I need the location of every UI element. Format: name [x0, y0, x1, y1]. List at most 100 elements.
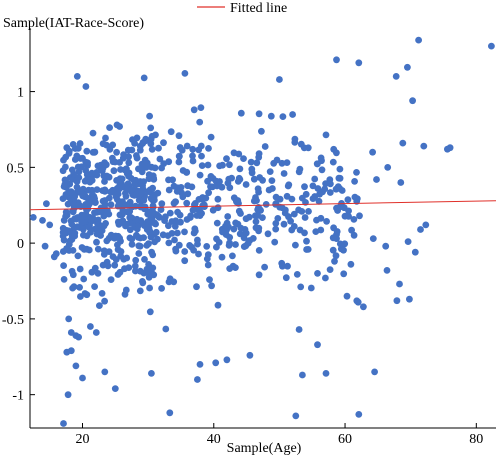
data-point — [124, 208, 131, 216]
data-point — [148, 146, 156, 153]
data-point — [74, 163, 82, 171]
data-point — [189, 157, 197, 165]
data-point — [72, 362, 80, 370]
data-point — [71, 232, 79, 240]
data-point — [284, 182, 292, 190]
data-point — [60, 183, 68, 190]
data-point — [232, 264, 239, 271]
data-point — [242, 181, 250, 188]
data-point — [223, 155, 230, 163]
data-point — [100, 247, 108, 255]
data-point — [151, 238, 159, 246]
data-point — [107, 276, 115, 283]
data-point — [190, 106, 198, 114]
data-point — [248, 169, 256, 177]
data-point — [207, 173, 215, 180]
data-point — [355, 411, 363, 418]
x-tick-label: 20 — [76, 432, 90, 447]
data-point — [123, 167, 130, 175]
data-point — [225, 242, 233, 249]
data-point — [73, 223, 81, 231]
data-point — [89, 148, 97, 156]
data-point — [314, 270, 321, 277]
data-point — [83, 194, 91, 202]
data-point — [50, 253, 58, 261]
data-point — [240, 155, 247, 163]
data-point — [74, 144, 82, 152]
data-point — [411, 248, 419, 256]
data-point — [276, 195, 284, 203]
data-point — [147, 140, 155, 148]
data-point — [207, 183, 214, 191]
data-point — [278, 159, 286, 167]
data-point — [99, 164, 107, 172]
data-point — [190, 246, 198, 254]
data-point — [139, 278, 146, 285]
data-point — [329, 158, 337, 166]
data-point — [241, 226, 249, 233]
data-point — [235, 150, 243, 158]
data-point — [88, 268, 96, 276]
data-point — [272, 201, 279, 208]
data-point — [99, 261, 107, 269]
data-point — [179, 193, 187, 201]
data-point — [69, 247, 77, 254]
data-point — [409, 97, 416, 105]
data-point — [140, 163, 148, 171]
data-point — [191, 225, 199, 233]
data-point — [92, 329, 100, 336]
data-point — [222, 222, 229, 230]
data-point — [236, 165, 244, 173]
data-point — [136, 267, 144, 275]
data-point — [198, 210, 206, 217]
data-point — [137, 217, 145, 224]
data-point — [264, 230, 272, 238]
data-point — [116, 211, 124, 219]
data-point — [247, 158, 255, 166]
data-point — [60, 420, 67, 427]
data-point — [79, 374, 86, 382]
data-point — [312, 228, 320, 236]
data-point — [141, 256, 148, 263]
data-point — [139, 182, 147, 190]
data-point — [350, 231, 358, 239]
data-point — [110, 167, 118, 175]
data-point — [94, 216, 102, 224]
data-point — [82, 158, 90, 166]
data-point — [205, 189, 213, 197]
data-point — [124, 186, 131, 194]
data-point — [309, 182, 317, 190]
x-tick-label: 60 — [338, 432, 352, 447]
data-point — [224, 179, 232, 187]
data-point — [158, 285, 166, 292]
data-point — [253, 159, 261, 167]
data-point — [295, 168, 303, 176]
data-point — [313, 160, 321, 168]
data-point — [197, 104, 205, 111]
data-point — [303, 237, 310, 245]
data-point — [404, 63, 411, 71]
data-point — [109, 158, 117, 166]
data-point — [156, 155, 164, 163]
data-point — [128, 241, 136, 248]
data-point — [340, 246, 347, 254]
data-point — [295, 326, 303, 333]
data-point — [109, 253, 117, 260]
data-point — [207, 133, 215, 141]
data-point — [148, 370, 155, 377]
data-point — [292, 241, 299, 249]
data-point — [351, 178, 358, 185]
data-point — [136, 146, 144, 154]
data-point — [77, 189, 85, 197]
data-point — [255, 188, 262, 196]
data-point — [62, 213, 69, 220]
data-point — [488, 42, 495, 50]
data-point — [173, 188, 181, 195]
data-point — [94, 270, 102, 277]
data-point — [184, 190, 192, 198]
data-point — [230, 225, 238, 233]
data-point — [315, 197, 323, 205]
data-point — [99, 140, 107, 148]
data-point — [88, 169, 96, 177]
data-point — [152, 220, 160, 228]
